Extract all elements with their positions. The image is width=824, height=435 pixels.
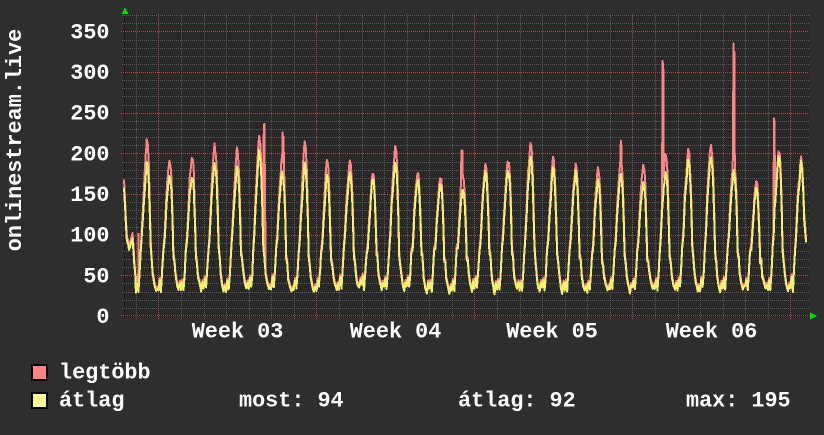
svg-text:Week 04: Week 04	[350, 320, 442, 345]
svg-text:100: 100	[70, 224, 109, 249]
svg-text:legtöbb: legtöbb	[59, 361, 151, 386]
svg-text:Week 05: Week 05	[506, 320, 598, 345]
svg-text:átlag: 92: átlag: 92	[458, 389, 576, 414]
svg-text:150: 150	[70, 183, 109, 208]
svg-text:250: 250	[70, 102, 109, 127]
svg-text:300: 300	[70, 61, 109, 86]
svg-text:0: 0	[96, 305, 109, 330]
svg-text:50: 50	[83, 264, 109, 289]
svg-text:350: 350	[70, 20, 109, 45]
svg-text:onlinestream.live: onlinestream.live	[3, 29, 28, 251]
svg-text:átlag: átlag	[59, 389, 124, 414]
svg-text:max: 195: max: 195	[686, 389, 791, 414]
svg-text:200: 200	[70, 142, 109, 167]
svg-text:Week 03: Week 03	[192, 320, 284, 345]
svg-text:most: 94: most: 94	[239, 389, 344, 414]
svg-text:Week 06: Week 06	[666, 320, 758, 345]
